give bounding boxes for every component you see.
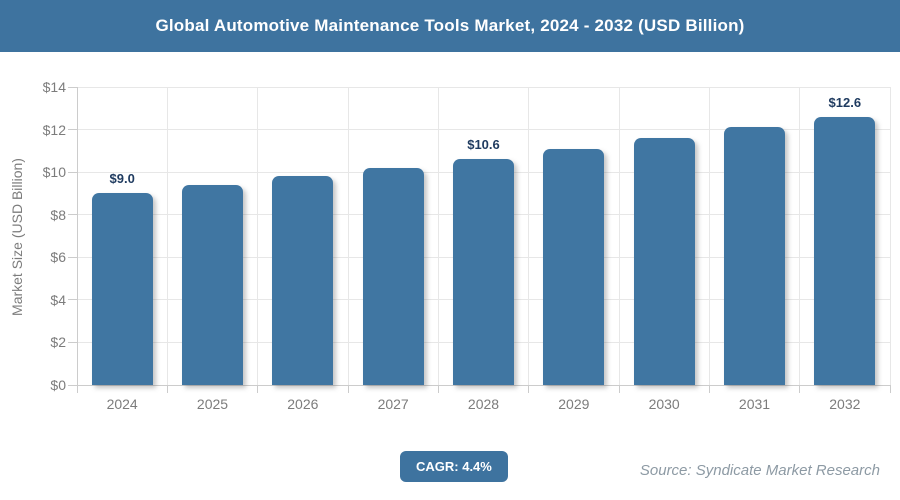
- x-axis-tick: [618, 385, 620, 393]
- x-tick-label: 2028: [467, 396, 500, 412]
- y-tick-label: $6: [50, 249, 66, 266]
- x-tick-label: 2030: [648, 396, 680, 412]
- y-tick-label: $8: [50, 206, 66, 223]
- gridline-vertical: [889, 87, 891, 385]
- x-axis-tick: [889, 385, 891, 393]
- x-tick-label: 2029: [558, 396, 590, 412]
- x-tick-label: 2025: [196, 396, 229, 412]
- gridline-vertical: [76, 87, 78, 385]
- y-tick-label: $12: [42, 121, 66, 138]
- gridline-vertical: [799, 87, 801, 385]
- bar-2026: [272, 176, 334, 385]
- gridline-horizontal: [77, 86, 890, 88]
- gridline-vertical: [708, 87, 710, 385]
- x-tick-label: 2026: [287, 396, 319, 412]
- bar-2024: [91, 193, 153, 385]
- chart-title: Global Automotive Maintenance Tools Mark…: [155, 16, 745, 35]
- y-tick-label: $14: [42, 79, 66, 95]
- x-axis-tick: [799, 385, 801, 393]
- y-axis-tick: [68, 341, 77, 343]
- bar-2032: [814, 116, 876, 385]
- x-tick-label: 2031: [738, 396, 771, 412]
- x-axis-tick: [257, 385, 259, 393]
- bar-2031: [724, 127, 785, 385]
- source-text: Source: Syndicate Market Research: [639, 462, 880, 479]
- gridline-horizontal: [77, 129, 890, 131]
- cagr-label: CAGR: 4.4%: [416, 459, 492, 474]
- y-tick-label: $0: [50, 377, 66, 393]
- y-axis-tick: [68, 256, 77, 258]
- bar-2027: [362, 167, 424, 385]
- plot-area: $9.0 $10.6 $12.6: [68, 86, 891, 393]
- bar-2029: [543, 148, 605, 385]
- bar-value-label: $10.6: [467, 137, 500, 153]
- y-axis-tick: [68, 86, 77, 88]
- x-axis-tick: [76, 385, 78, 393]
- x-axis-tick: [708, 385, 710, 393]
- bar-value-label: $12.6: [828, 94, 862, 110]
- gridline-vertical: [347, 87, 349, 385]
- cagr-badge: CAGR: 4.4%: [400, 451, 508, 482]
- gridline-vertical: [618, 87, 620, 385]
- gridline-vertical: [437, 87, 439, 385]
- x-tick-label: 2027: [377, 396, 409, 412]
- x-axis-tick: [347, 385, 349, 393]
- y-axis-tick: [68, 299, 77, 301]
- x-axis-tick: [528, 385, 530, 393]
- y-axis-tick: [68, 214, 77, 216]
- y-tick-label: $4: [50, 291, 66, 308]
- x-axis-tick: [437, 385, 439, 393]
- y-axis-tick: [68, 171, 77, 173]
- y-axis-title: Market Size (USD Billion): [9, 158, 25, 316]
- y-tick-label: $10: [42, 164, 66, 181]
- x-tick-label: 2024: [106, 396, 138, 412]
- y-axis-tick: [68, 384, 77, 386]
- bar-2028: [453, 159, 514, 385]
- gridline-horizontal: [77, 384, 890, 386]
- bar-2025: [182, 184, 243, 385]
- y-axis-tick: [68, 129, 77, 131]
- gridline-vertical: [528, 87, 530, 385]
- gridline-vertical: [166, 87, 168, 385]
- bar-2030: [633, 138, 695, 385]
- y-tick-label: $2: [50, 334, 66, 351]
- header-band: Global Automotive Maintenance Tools Mark…: [0, 0, 900, 52]
- bar-value-label: $9.0: [109, 171, 135, 187]
- x-axis-tick: [166, 385, 168, 393]
- gridline-vertical: [257, 87, 259, 385]
- x-tick-label: 2032: [829, 396, 861, 412]
